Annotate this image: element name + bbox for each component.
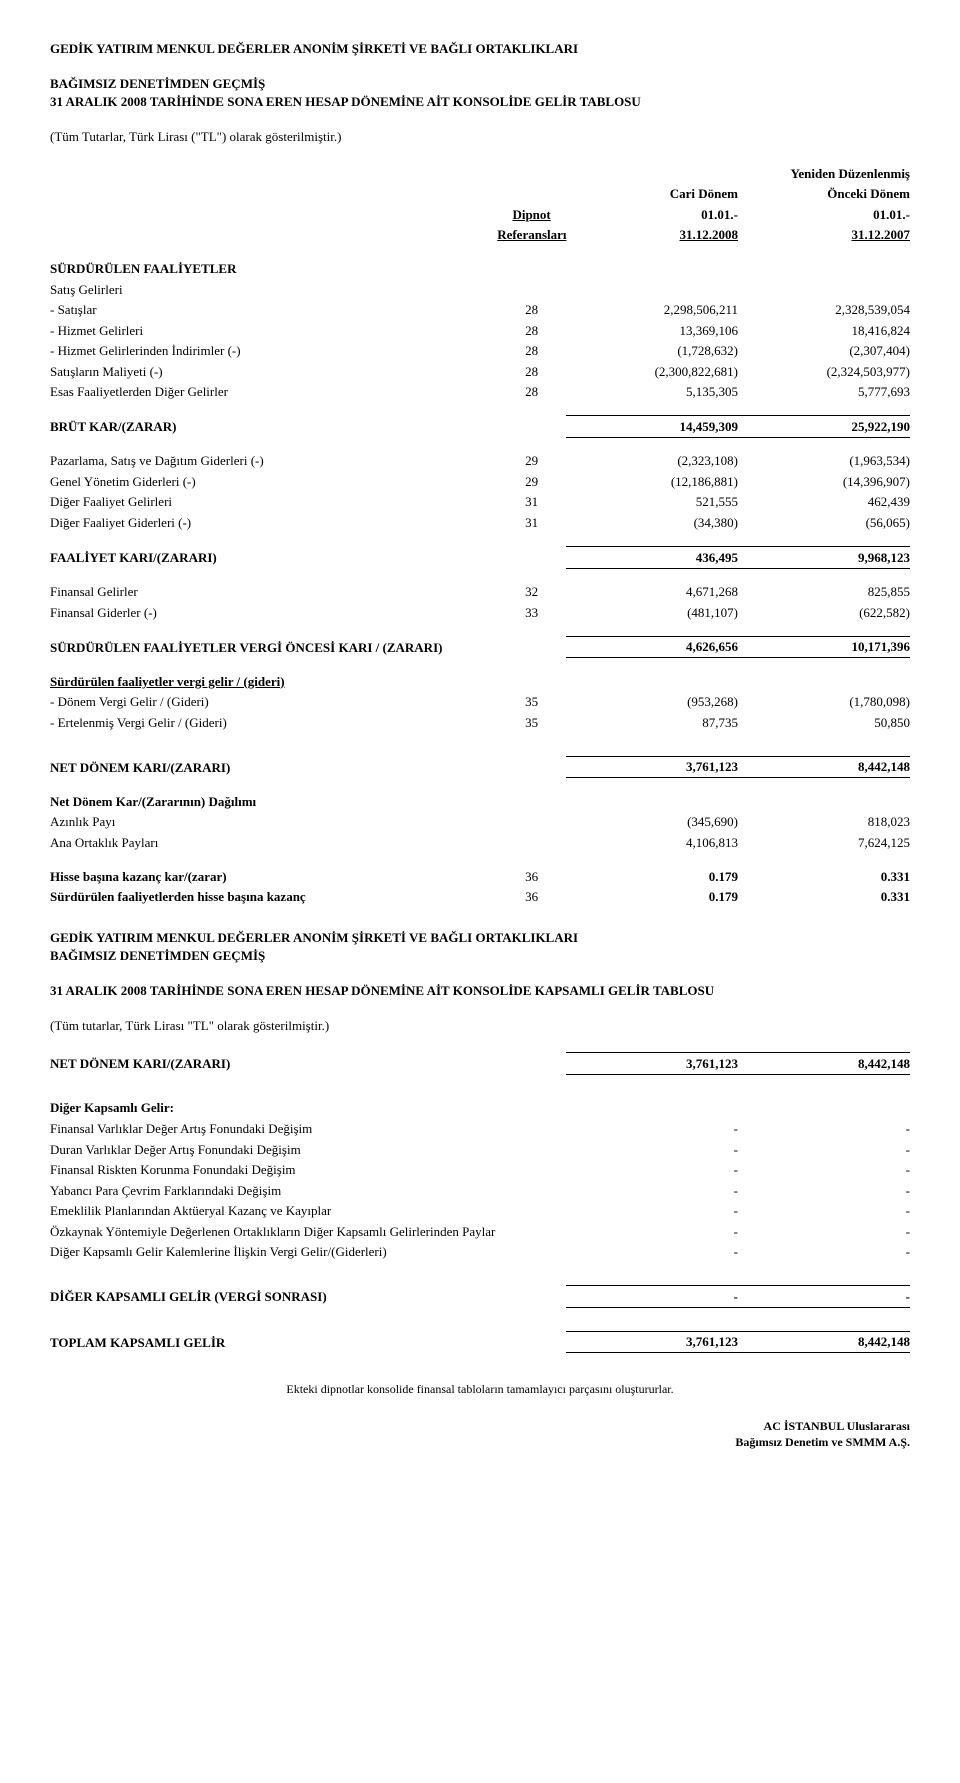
footer-sign-1: AC İSTANBUL Uluslararası — [50, 1418, 910, 1434]
comprehensive-income-table: NET DÖNEM KARI/(ZARARI) 3,761,123 8,442,… — [50, 1052, 910, 1353]
row-pazarlama: Pazarlama, Satış ve Dağıtım Giderleri (-… — [50, 451, 910, 472]
note: 28 — [497, 300, 566, 321]
audit-status-2: BAĞIMSIZ DENETİMDEN GEÇMİŞ — [50, 947, 910, 965]
section-compr: Diğer Kapsamlı Gelir: — [50, 1098, 497, 1119]
row-fingel: Finansal Gelirler 32 4,671,268 825,855 — [50, 582, 910, 603]
compr-r3: Finansal Riskten Korunma Fonundaki Değiş… — [50, 1160, 910, 1181]
currency-note: (Tüm Tutarlar, Türk Lirası ("TL") olarak… — [50, 128, 910, 146]
row-pretax: SÜRDÜRÜLEN FAALİYETLER VERGİ ÖNCESİ KARI… — [50, 636, 910, 658]
col-period2a: 01.01.- — [738, 204, 910, 225]
footer-note: Ekteki dipnotlar konsolide finansal tabl… — [50, 1381, 910, 1397]
row-azinlik: Azınlık Payı (345,690) 818,023 — [50, 812, 910, 833]
col-period1b: 31.12.2008 — [566, 225, 738, 246]
report-title-2: 31 ARALIK 2008 TARİHİNDE SONA EREN HESAP… — [50, 982, 910, 1000]
row-esas: Esas Faaliyetlerden Diğer Gelirler 28 5,… — [50, 382, 910, 403]
section-ops: SÜRDÜRÜLEN FAALİYETLER — [50, 258, 497, 279]
row-compr-net: DİĞER KAPSAMLI GELİR (VERGİ SONRASI) - - — [50, 1286, 910, 1308]
row-eps1: Hisse başına kazanç kar/(zarar) 36 0.179… — [50, 866, 910, 887]
compr-r5: Emeklilik Planlarından Aktüeryal Kazanç … — [50, 1201, 910, 1222]
row-hizmet: - Hizmet Gelirleri 28 13,369,106 18,416,… — [50, 320, 910, 341]
section-tax: Sürdürülen faaliyetler vergi gelir / (gi… — [50, 671, 497, 692]
compr-r4: Yabancı Para Çevrim Farklarındaki Değişi… — [50, 1180, 910, 1201]
report-title: 31 ARALIK 2008 TARİHİNDE SONA EREN HESAP… — [50, 93, 910, 111]
footer-sign-2: Bağımsız Denetim ve SMMM A.Ş. — [50, 1434, 910, 1450]
report-header-2: GEDİK YATIRIM MENKUL DEĞERLER ANONİM ŞİR… — [50, 929, 910, 1034]
audit-status: BAĞIMSIZ DENETİMDEN GEÇMİŞ — [50, 75, 910, 93]
row-fingid: Finansal Giderler (-) 33 (481,107) (622,… — [50, 602, 910, 623]
row-eps2: Sürdürülen faaliyetlerden hisse başına k… — [50, 887, 910, 908]
row-gross: BRÜT KAR/(ZARAR) 14,459,309 25,922,190 — [50, 416, 910, 438]
row-compr-total: TOPLAM KAPSAMLI GELİR 3,761,123 8,442,14… — [50, 1331, 910, 1353]
report-header: GEDİK YATIRIM MENKUL DEĞERLER ANONİM ŞİR… — [50, 40, 910, 145]
row-evergi: - Ertelenmiş Vergi Gelir / (Gideri) 35 8… — [50, 712, 910, 733]
company-name: GEDİK YATIRIM MENKUL DEĞERLER ANONİM ŞİR… — [50, 40, 910, 58]
compr-r2: Duran Varlıklar Değer Artış Fonundaki De… — [50, 1139, 910, 1160]
col-cari: Cari Dönem — [566, 184, 738, 205]
section-sales: Satış Gelirleri — [50, 279, 497, 300]
col-onceki: Önceki Dönem — [738, 184, 910, 205]
row-dvergi: - Dönem Vergi Gelir / (Gideri) 35 (953,2… — [50, 692, 910, 713]
compr-r1: Finansal Varlıklar Değer Artış Fonundaki… — [50, 1119, 910, 1140]
row-indirim: - Hizmet Gelirlerinden İndirimler (-) 28… — [50, 341, 910, 362]
label: - Satışlar — [50, 300, 497, 321]
row-net2: NET DÖNEM KARI/(ZARARI) 3,761,123 8,442,… — [50, 1053, 910, 1075]
row-dgelir: Diğer Faaliyet Gelirleri 31 521,555 462,… — [50, 492, 910, 513]
row-opkar: FAALİYET KARI/(ZARARI) 436,495 9,968,123 — [50, 547, 910, 569]
currency-note-2: (Tüm tutarlar, Türk Lirası "TL" olarak g… — [50, 1017, 910, 1035]
col-period1a: 01.01.- — [566, 204, 738, 225]
col-period2b: 31.12.2007 — [738, 225, 910, 246]
col-referans: Referansları — [497, 225, 566, 246]
row-ana: Ana Ortaklık Payları 4,106,813 7,624,125 — [50, 833, 910, 854]
row-satislar: - Satışlar 28 2,298,506,211 2,328,539,05… — [50, 300, 910, 321]
prev: 2,328,539,054 — [738, 300, 910, 321]
compr-r6: Özkaynak Yöntemiyle Değerlenen Ortaklıkl… — [50, 1221, 910, 1242]
compr-r7: Diğer Kapsamlı Gelir Kalemlerine İlişkin… — [50, 1242, 910, 1263]
company-name-2: GEDİK YATIRIM MENKUL DEĞERLER ANONİM ŞİR… — [50, 929, 910, 947]
row-genel: Genel Yönetim Giderleri (-) 29 (12,186,8… — [50, 471, 910, 492]
section-dist: Net Dönem Kar/(Zararının) Dağılımı — [50, 791, 497, 812]
income-statement-table: Yeniden Düzenlenmiş Cari Dönem Önceki Dö… — [50, 163, 910, 907]
col-restated: Yeniden Düzenlenmiş — [738, 163, 910, 184]
row-dgider: Diğer Faaliyet Giderleri (-) 31 (34,380)… — [50, 512, 910, 533]
footer: Ekteki dipnotlar konsolide finansal tabl… — [50, 1381, 910, 1450]
col-dipnot: Dipnot — [497, 204, 566, 225]
row-maliyet: Satışların Maliyeti (-) 28 (2,300,822,68… — [50, 361, 910, 382]
cur: 2,298,506,211 — [566, 300, 738, 321]
row-net: NET DÖNEM KARI/(ZARARI) 3,761,123 8,442,… — [50, 756, 910, 778]
